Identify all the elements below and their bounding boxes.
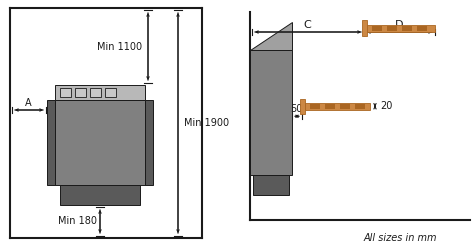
Bar	[325, 104, 335, 109]
Bar	[340, 104, 350, 109]
Bar	[60, 185, 140, 205]
Bar	[355, 104, 365, 109]
Bar	[145, 100, 153, 185]
Bar	[105, 88, 116, 97]
Bar	[47, 100, 55, 185]
Text: Min 1100: Min 1100	[98, 42, 143, 51]
Bar	[362, 20, 367, 36]
Bar	[310, 104, 320, 109]
Bar	[367, 25, 435, 31]
Bar	[417, 26, 427, 31]
Bar	[253, 175, 289, 195]
Bar	[60, 88, 71, 97]
Text: D: D	[395, 20, 404, 30]
Bar	[372, 26, 382, 31]
Text: A: A	[25, 98, 32, 108]
Bar	[75, 88, 86, 97]
Bar	[402, 26, 412, 31]
Bar	[387, 26, 397, 31]
Text: C: C	[303, 20, 311, 30]
Bar	[90, 88, 101, 97]
Bar	[300, 99, 305, 114]
Bar	[250, 50, 292, 175]
Bar	[55, 85, 145, 100]
Bar	[305, 103, 370, 110]
Text: 50: 50	[290, 104, 302, 114]
Bar	[55, 100, 145, 185]
Text: All sizes in mm: All sizes in mm	[363, 233, 437, 243]
Text: Min 1900: Min 1900	[184, 118, 229, 128]
Text: 20: 20	[380, 101, 392, 111]
Polygon shape	[250, 22, 292, 50]
Text: Min 180: Min 180	[58, 216, 98, 227]
